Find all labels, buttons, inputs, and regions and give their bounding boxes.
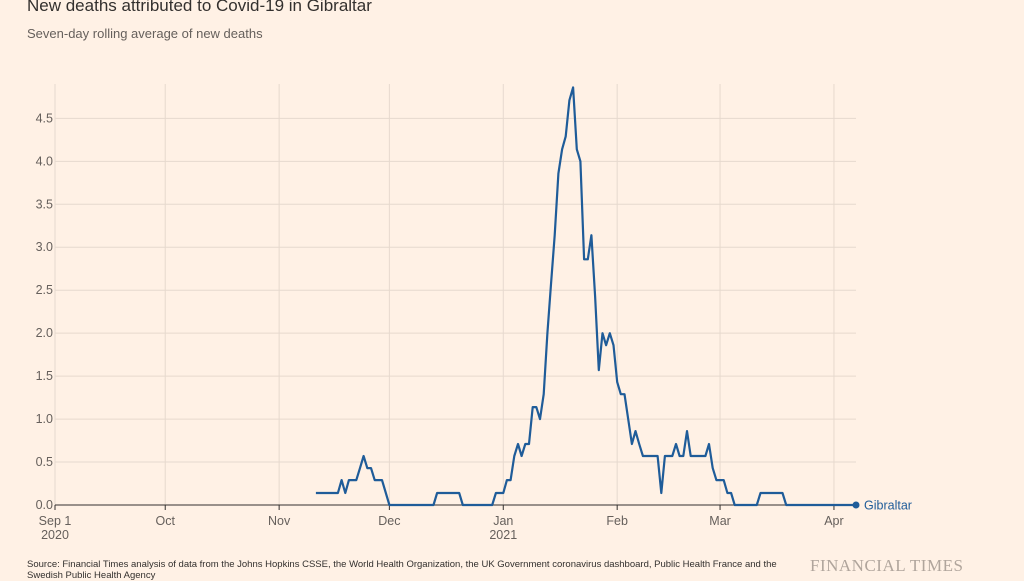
y-tick-label: 1.0 bbox=[36, 412, 53, 426]
x-tick-label: Jan bbox=[493, 514, 513, 528]
series-end-marker bbox=[852, 501, 860, 509]
chart-subtitle: Seven-day rolling average of new deaths bbox=[27, 26, 263, 41]
series-label: Gibraltar bbox=[864, 499, 912, 513]
y-tick-label: 4.5 bbox=[36, 111, 53, 125]
y-tick-label: 4.0 bbox=[36, 154, 53, 168]
chart-title: New deaths attributed to Covid-19 in Gib… bbox=[27, 0, 372, 15]
x-tick-label: Sep 1 bbox=[39, 514, 72, 528]
x-tick-sublabel: 2020 bbox=[41, 528, 69, 542]
y-tick-label: 3.0 bbox=[36, 240, 53, 254]
x-tick-sublabel: 2021 bbox=[489, 528, 517, 542]
series-group: Gibraltar bbox=[315, 86, 912, 513]
x-tick-label: Feb bbox=[606, 514, 628, 528]
x-tick-label: Apr bbox=[824, 514, 843, 528]
x-gridlines bbox=[54, 84, 835, 510]
brand-logo: FINANCIAL TIMES bbox=[810, 556, 964, 575]
x-tick-label: Mar bbox=[709, 514, 731, 528]
y-tick-label: 2.5 bbox=[36, 283, 53, 297]
y-gridlines bbox=[55, 117, 856, 463]
x-tick-label: Oct bbox=[156, 514, 176, 528]
y-axis-labels: 0.0 0.5 1.0 1.5 2.0 2.5 3.0 3.5 4.0 4.5 bbox=[36, 111, 53, 512]
source-note: Source: Financial Times analysis of data… bbox=[27, 559, 777, 581]
y-tick-label: 1.5 bbox=[36, 369, 53, 383]
y-tick-label: 3.5 bbox=[36, 197, 53, 211]
series-line bbox=[315, 86, 856, 507]
y-tick-label: 2.0 bbox=[36, 326, 53, 340]
x-tick-label: Nov bbox=[268, 514, 291, 528]
y-tick-label: 0.0 bbox=[36, 498, 53, 512]
y-tick-label: 0.5 bbox=[36, 455, 53, 469]
x-tick-label: Dec bbox=[378, 514, 400, 528]
